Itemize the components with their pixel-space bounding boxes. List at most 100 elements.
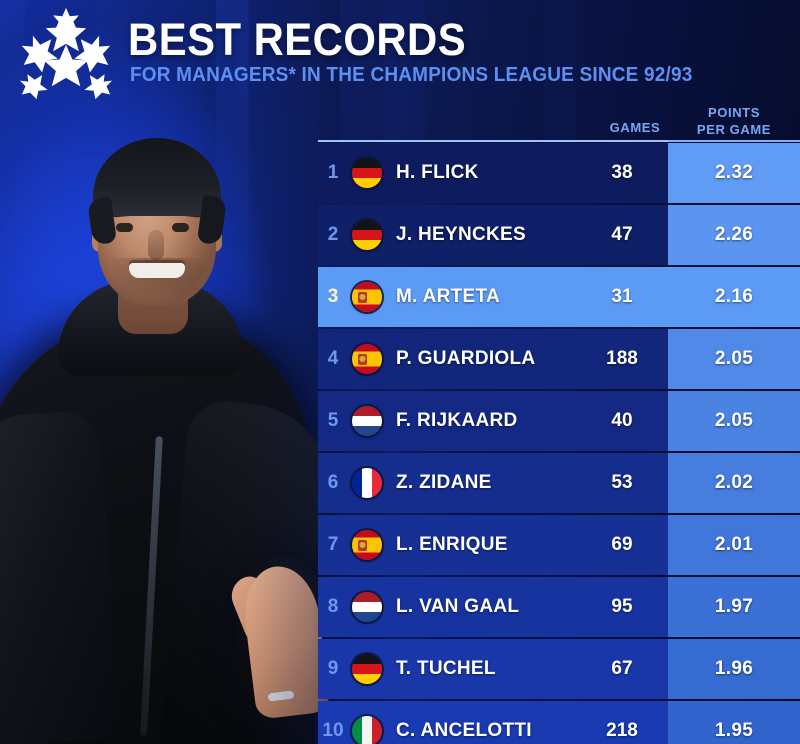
flag-stripes	[352, 158, 382, 188]
row-rank: 3	[327, 286, 339, 307]
row-points-cell: 1.96	[668, 639, 800, 699]
row-main-cell: 8 L. VAN GAAL 95	[318, 577, 668, 637]
page-title: BEST RECORDS	[128, 14, 467, 65]
row-manager-name: P. GUARDIOLA	[396, 348, 536, 369]
row-main-cell: 3 M. ARTETA 31	[318, 267, 668, 327]
spain-coat-of-arms-icon	[358, 292, 367, 303]
table-row[interactable]: 6 Z. ZIDANE 53 2.02	[318, 453, 800, 513]
france-flag-icon	[352, 468, 382, 498]
table-row[interactable]: 1 H. FLICK 38 2.32	[318, 143, 800, 203]
row-points-per-game: 1.96	[714, 658, 754, 679]
row-main-cell: 9 T. TUCHEL 67	[318, 639, 668, 699]
row-rank: 5	[327, 410, 339, 431]
row-points-cell: 2.32	[668, 143, 800, 203]
table-row[interactable]: 9 T. TUCHEL 67 1.96	[318, 639, 800, 699]
row-games: 95	[611, 596, 633, 617]
table-row[interactable]: 7 L. ENRIQUE 69 2.01	[318, 515, 800, 575]
row-manager-name: Z. ZIDANE	[396, 472, 492, 493]
header: BEST RECORDS FOR MANAGERS* IN THE CHAMPI…	[0, 0, 800, 100]
table-row[interactable]: 5 F. RIJKAARD 40 2.05	[318, 391, 800, 451]
row-rank: 7	[327, 534, 339, 555]
mouth-smile	[129, 263, 185, 278]
row-points-cell: 2.01	[668, 515, 800, 575]
flag-stripes	[352, 530, 382, 560]
row-rank: 2	[327, 224, 339, 245]
spain-coat-of-arms-icon	[358, 354, 367, 365]
row-main-cell: 2 J. HEYNCKES 47	[318, 205, 668, 265]
row-points-per-game: 1.95	[714, 720, 754, 741]
row-points-cell: 2.26	[668, 205, 800, 265]
row-points-cell: 2.05	[668, 391, 800, 451]
table-row[interactable]: 3 M. ARTETA 31 2.16	[318, 267, 800, 327]
row-points-per-game: 2.32	[714, 162, 754, 183]
row-rank: 10	[322, 720, 344, 741]
spain-coat-of-arms-icon	[358, 540, 367, 551]
row-manager-name: T. TUCHEL	[396, 658, 496, 679]
row-main-cell: 6 Z. ZIDANE 53	[318, 453, 668, 513]
row-manager-name: L. ENRIQUE	[396, 534, 508, 555]
row-games: 47	[611, 224, 633, 245]
row-games: 218	[606, 720, 638, 741]
row-games: 53	[611, 472, 633, 493]
row-manager-name: C. ANCELOTTI	[396, 720, 532, 741]
row-points-per-game: 2.02	[714, 472, 754, 493]
germany-flag-icon	[352, 220, 382, 250]
row-points-per-game: 2.26	[714, 224, 754, 245]
row-games: 67	[611, 658, 633, 679]
netherlands-flag-icon	[352, 592, 382, 622]
column-header-games: GAMES	[609, 120, 661, 135]
row-rank: 4	[327, 348, 339, 369]
row-points-cell: 2.16	[668, 267, 800, 327]
row-main-cell: 4 P. GUARDIOLA 188	[318, 329, 668, 389]
flag-stripes	[352, 406, 382, 436]
table-top-rule-points	[668, 140, 800, 142]
hair-right-side	[196, 194, 228, 246]
row-games: 40	[611, 410, 633, 431]
page-subtitle: FOR MANAGERS* IN THE CHAMPIONS LEAGUE SI…	[130, 64, 693, 86]
row-manager-name: L. VAN GAAL	[396, 596, 520, 617]
row-points-per-game: 2.01	[714, 534, 754, 555]
row-points-per-game: 2.16	[714, 286, 754, 307]
table-row[interactable]: 4 P. GUARDIOLA 188 2.05	[318, 329, 800, 389]
nose	[148, 230, 164, 260]
spain-flag-icon	[352, 282, 382, 312]
spain-flag-icon	[352, 344, 382, 374]
column-header-points-line2: PER GAME	[696, 122, 772, 137]
flag-stripes	[352, 220, 382, 250]
table-row[interactable]: 10 C. ANCELOTTI 218 1.95	[318, 701, 800, 744]
row-main-cell: 1 H. FLICK 38	[318, 143, 668, 203]
table-top-rule-main	[318, 140, 668, 142]
row-points-per-game: 2.05	[714, 410, 754, 431]
flag-stripes	[352, 716, 382, 744]
row-rank: 6	[327, 472, 339, 493]
row-points-cell: 1.97	[668, 577, 800, 637]
row-games: 38	[611, 162, 633, 183]
row-rank: 8	[327, 596, 339, 617]
flag-stripes	[352, 468, 382, 498]
row-manager-name: M. ARTETA	[396, 286, 501, 307]
row-games: 31	[611, 286, 633, 307]
champions-league-starball-icon	[20, 8, 112, 100]
row-manager-name: F. RIJKAARD	[396, 410, 518, 431]
column-header-points-per-game: POINTS PER GAME	[668, 104, 800, 138]
row-points-cell: 2.05	[668, 329, 800, 389]
left-eye	[116, 223, 133, 232]
netherlands-flag-icon	[352, 406, 382, 436]
row-points-per-game: 1.97	[714, 596, 754, 617]
flag-stripes	[352, 592, 382, 622]
row-points-cell: 2.02	[668, 453, 800, 513]
flag-stripes	[352, 654, 382, 684]
row-points-per-game: 2.05	[714, 348, 754, 369]
row-main-cell: 7 L. ENRIQUE 69	[318, 515, 668, 575]
table-row[interactable]: 8 L. VAN GAAL 95 1.97	[318, 577, 800, 637]
germany-flag-icon	[352, 158, 382, 188]
flag-stripes	[352, 282, 382, 312]
row-rank: 1	[327, 162, 339, 183]
table-row[interactable]: 2 J. HEYNCKES 47 2.26	[318, 205, 800, 265]
row-manager-name: J. HEYNCKES	[396, 224, 527, 245]
row-main-cell: 10 C. ANCELOTTI 218	[318, 701, 668, 744]
row-points-cell: 1.95	[668, 701, 800, 744]
italy-flag-icon	[352, 716, 382, 744]
spain-flag-icon	[352, 530, 382, 560]
row-rank: 9	[327, 658, 339, 679]
